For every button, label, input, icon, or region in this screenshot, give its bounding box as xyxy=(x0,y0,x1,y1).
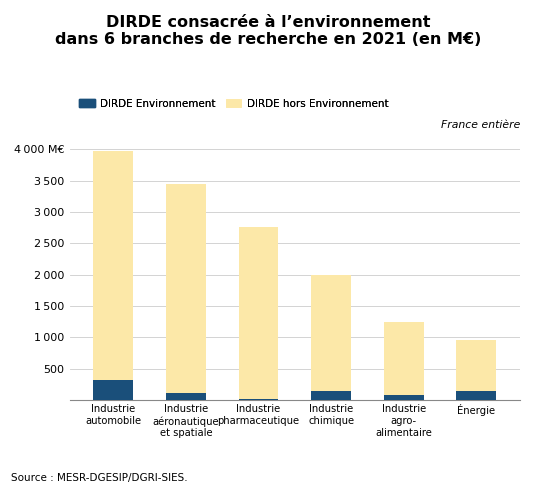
Bar xyxy=(384,322,423,394)
Bar xyxy=(93,151,133,380)
Bar xyxy=(166,183,206,393)
Bar xyxy=(311,391,351,400)
Text: Source : MESR-DGESIP/DGRI-SIES.: Source : MESR-DGESIP/DGRI-SIES. xyxy=(11,473,188,483)
Legend: DIRDE Environnement, DIRDE hors Environnement: DIRDE Environnement, DIRDE hors Environn… xyxy=(75,94,392,113)
Bar xyxy=(93,380,133,400)
Text: DIRDE consacrée à l’environnement
dans 6 branches de recherche en 2021 (en M€): DIRDE consacrée à l’environnement dans 6… xyxy=(55,15,481,47)
Bar xyxy=(384,394,423,400)
Bar xyxy=(239,227,279,399)
Bar xyxy=(166,393,206,400)
Bar xyxy=(239,399,279,400)
Bar xyxy=(311,275,351,391)
Bar xyxy=(456,391,496,400)
Bar xyxy=(456,340,496,391)
Text: France entière: France entière xyxy=(441,120,520,129)
